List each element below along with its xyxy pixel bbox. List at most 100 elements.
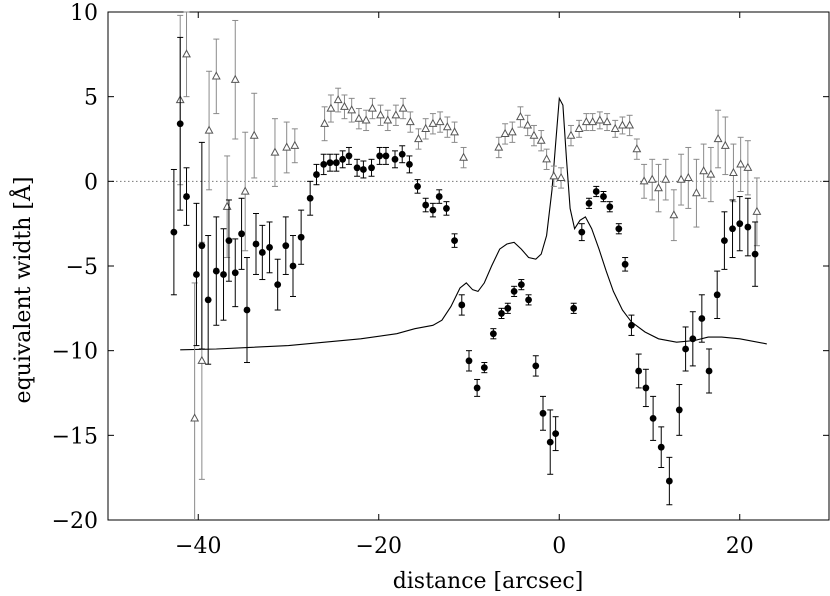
triangle-point [699, 166, 709, 175]
triangle-point [204, 125, 214, 134]
triangle-point [326, 103, 336, 112]
triangle-point [211, 71, 221, 80]
circle-point [546, 438, 554, 446]
triangle-point [523, 120, 533, 129]
circle-point [504, 304, 512, 312]
circle-point [266, 243, 273, 251]
triangle-point [270, 147, 280, 156]
triangle-point [743, 162, 753, 171]
circle-point [480, 364, 488, 371]
circle-point [225, 237, 233, 245]
triangle-point [249, 130, 259, 139]
circle-point [736, 220, 744, 228]
y-tick-label: −15 [52, 424, 98, 449]
triangle-point [625, 120, 635, 129]
circle-point [552, 430, 560, 438]
circle-point [621, 260, 629, 268]
circle-point [665, 477, 673, 485]
circle-point [689, 335, 697, 343]
triangle-point [752, 206, 762, 215]
circle-point [721, 237, 728, 245]
circle-point [570, 304, 578, 312]
triangle-point [197, 355, 207, 364]
triangle-point [340, 101, 349, 110]
triangle-point [610, 123, 620, 132]
triangle-point [383, 115, 393, 124]
triangle-point [320, 118, 330, 127]
triangle-point [617, 120, 627, 129]
triangle-point [391, 110, 401, 119]
circle-point [682, 345, 689, 353]
circle-point [635, 367, 643, 375]
triangle-point [581, 117, 591, 126]
circle-point [306, 194, 314, 202]
circle-point [429, 206, 437, 214]
circle-point [606, 203, 614, 211]
triangle-point [639, 176, 649, 185]
triangle-point [428, 118, 438, 127]
circle-point [193, 271, 200, 278]
triangle-point [182, 49, 191, 58]
triangle-point [706, 169, 716, 178]
triangle-point [647, 174, 657, 183]
circle-point [705, 367, 713, 375]
circle-point [368, 164, 375, 172]
circle-point [525, 296, 532, 304]
triangle-point [691, 188, 701, 197]
circle-point [443, 205, 450, 212]
triangle-point [720, 140, 730, 149]
circle-point [539, 409, 547, 417]
circle-point [675, 406, 683, 414]
circle-point [473, 384, 481, 392]
axis-ticks: −40 −20 0 20 −20 −15 −10 −5 0 5 10 [52, 1, 829, 559]
circle-point [274, 281, 282, 289]
circle-point [510, 288, 518, 295]
triangle-point [654, 183, 663, 192]
x-tick-label: −40 [175, 534, 221, 559]
triangle-point [556, 172, 566, 182]
triangle-point [500, 128, 510, 138]
triangle-point [661, 174, 671, 183]
circle-point [258, 249, 266, 256]
triangle-point [222, 201, 232, 210]
triangle-point [736, 159, 746, 168]
circle-point [252, 240, 260, 248]
triangle-point [549, 171, 559, 180]
triangle-point [290, 140, 300, 149]
triangle-point [282, 142, 292, 151]
triangle-point [333, 95, 343, 104]
triangle-point [376, 110, 385, 119]
circle-point [649, 415, 657, 422]
circle-point [339, 155, 347, 163]
triangle-point [421, 123, 431, 132]
triangle-point [529, 130, 539, 139]
circle-point [729, 225, 736, 233]
circle-point [458, 301, 466, 309]
triangle-point [683, 172, 693, 182]
triangle-point [414, 133, 423, 143]
circle-point [320, 161, 328, 168]
y-tick-label: 5 [84, 86, 98, 111]
circle-point [170, 228, 178, 236]
circle-point [578, 228, 586, 236]
spectrum-profile-line [180, 96, 767, 351]
circle-point [451, 237, 458, 245]
circle-point [282, 242, 290, 250]
circle-point [517, 281, 525, 289]
triangle-point [354, 113, 364, 122]
triangle-point [516, 111, 525, 121]
triangle-point [230, 74, 240, 83]
circle-point [751, 250, 759, 258]
y-tick-label: 0 [84, 170, 98, 195]
circle-point [345, 152, 353, 160]
circle-point [615, 225, 623, 233]
triangle-point [361, 115, 371, 124]
triangle-point [602, 117, 612, 126]
y-tick-label: 10 [70, 1, 98, 26]
circle-point [360, 166, 367, 173]
triangle-point [566, 130, 576, 139]
circle-point [465, 357, 473, 365]
circle-point [289, 262, 297, 270]
triangle-point [442, 122, 452, 131]
circle-point [406, 161, 413, 168]
